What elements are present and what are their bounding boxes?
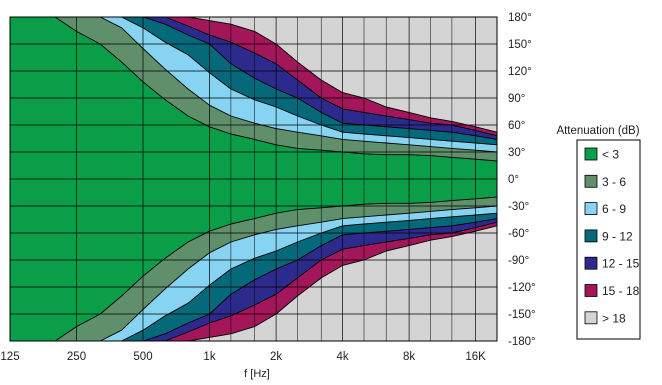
- x-tick-label: 2k: [270, 351, 282, 363]
- legend-swatch: [584, 174, 598, 188]
- y-tick-label: 180°: [508, 12, 532, 24]
- x-tick-label: 16K: [465, 351, 486, 363]
- x-tick-label: 500: [133, 351, 152, 363]
- x-tick-label: 125: [0, 351, 19, 363]
- y-tick-label: 120°: [508, 66, 532, 78]
- legend-label: > 18: [602, 311, 626, 325]
- y-tick-label: 90°: [508, 93, 525, 105]
- x-axis-ticks: 125 250 500 1k 2k 4k 8k 16K: [0, 351, 486, 363]
- y-tick-label: 60°: [508, 120, 525, 132]
- legend-label: 6 - 9: [602, 202, 626, 216]
- y-tick-label: 30°: [508, 147, 525, 159]
- legend-label: 9 - 12: [602, 229, 633, 243]
- y-tick-label: -60°: [508, 228, 529, 240]
- legend-swatch: [584, 256, 598, 270]
- y-tick-label: 0°: [508, 174, 519, 186]
- legend-label: 3 - 6: [602, 175, 626, 189]
- legend-items: < 3 3 - 6 6 - 9 9 - 12 12 - 15 15 - 18 > 18: [584, 147, 640, 325]
- legend: Attenuation (dB) < 3 3 - 6 6 - 9 9 - 12 12 -…: [556, 125, 641, 340]
- legend-swatch: [584, 202, 598, 216]
- x-tick-label: 8k: [403, 351, 415, 363]
- legend-label: 15 - 18: [602, 284, 640, 298]
- plot-frame: [9, 16, 498, 342]
- y-tick-label: -30°: [508, 201, 529, 213]
- y-tick-label: -120°: [508, 282, 536, 294]
- x-tick-label: 250: [67, 351, 86, 363]
- legend-swatch: [584, 147, 598, 161]
- x-axis-title: f [Hz]: [244, 368, 270, 380]
- y-axis-ticks: 180° 150° 120° 90° 60° 30° 0° -30° -60° -90° -120°…: [508, 12, 536, 348]
- y-tick-label: -180°: [508, 336, 536, 348]
- y-tick-label: -150°: [508, 309, 536, 321]
- x-tick-label: 1k: [203, 351, 215, 363]
- legend-label: 12 - 15: [602, 257, 640, 271]
- legend-swatch: [584, 229, 598, 243]
- legend-title: Attenuation (dB): [556, 125, 639, 137]
- y-tick-label: -90°: [508, 255, 529, 267]
- y-tick-label: 150°: [508, 39, 532, 51]
- legend-label: < 3: [602, 148, 619, 162]
- legend-swatch: [584, 284, 598, 297]
- legend-swatch: [584, 311, 598, 325]
- x-tick-label: 4k: [337, 351, 349, 363]
